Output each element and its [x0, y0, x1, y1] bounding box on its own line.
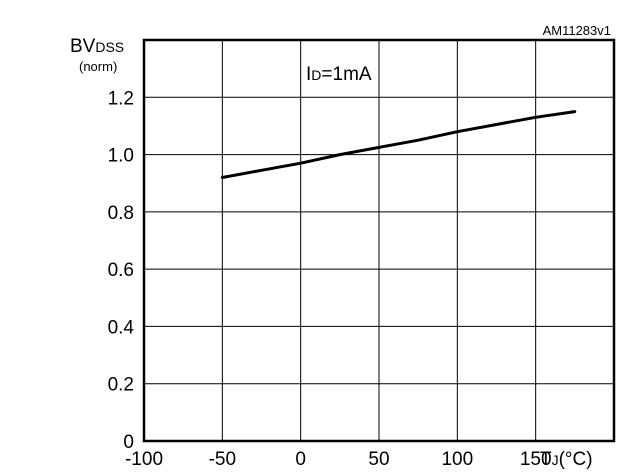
y-tick-label: 0.8: [108, 203, 134, 224]
y-tick-label: 0: [123, 432, 134, 453]
x-tick-label: -50: [209, 449, 236, 470]
data-series: [220, 110, 577, 179]
y-axis-title-sub: DSS: [95, 39, 124, 55]
x-tick-label: 100: [441, 449, 473, 470]
series-line: [220, 110, 577, 179]
annotation-rest: =1mA: [321, 64, 371, 85]
grid-lines: [144, 40, 614, 441]
x-axis-title-unit: (°C): [559, 449, 593, 470]
y-tick-label: 1.0: [108, 146, 134, 167]
annotation-main: I: [306, 64, 311, 85]
y-tick-label: 0.2: [108, 375, 134, 396]
x-axis-title: TJ(°C): [540, 449, 593, 470]
y-tick-label: 1.2: [108, 88, 134, 109]
figure-id: AM11283v1: [543, 23, 611, 38]
x-tick-label: 150: [520, 449, 552, 470]
y-tick-label: 0.4: [108, 317, 135, 338]
plot-frame: [142, 38, 616, 443]
y-axis-title-main: BV: [70, 36, 96, 57]
y-axis-unit: (norm): [79, 59, 117, 74]
x-axis-title-main: T: [540, 449, 552, 470]
x-tick-label: 0: [295, 449, 306, 470]
x-axis-title-sub: J: [552, 452, 559, 468]
x-tick-labels: -100 -50 0 50 100 150: [125, 449, 552, 470]
x-tick-label: -100: [125, 449, 163, 470]
annotation-sub: D: [311, 67, 321, 83]
y-axis-title: BVDSS: [70, 36, 124, 57]
x-tick-label: 50: [368, 449, 389, 470]
y-tick-label: 0.6: [108, 260, 134, 281]
condition-annotation: ID=1mA: [306, 64, 372, 85]
y-tick-labels: 0 0.2 0.4 0.6 0.8 1.0 1.2: [108, 88, 135, 453]
